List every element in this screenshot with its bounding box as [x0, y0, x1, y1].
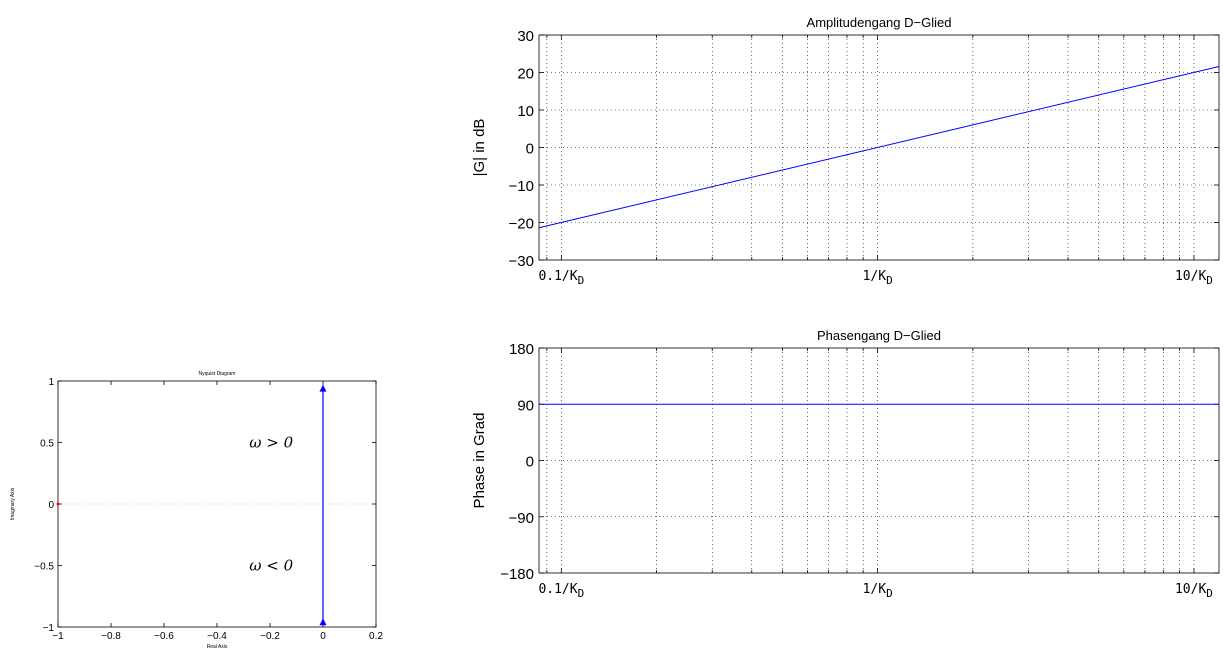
bode-xtick-label: 0.1/KD: [538, 582, 584, 600]
nyquist-xtick-label: −1: [52, 631, 64, 642]
nyquist-direction-arrow: [319, 384, 327, 392]
bode-xtick-label-base: 1/K: [863, 582, 887, 597]
nyquist-annotation: ω < 0: [249, 557, 293, 575]
bode-xtick-label-subscript: D: [1206, 274, 1213, 287]
nyquist-critical-point: [56, 502, 60, 506]
nyquist-ytick-label: −1: [43, 623, 55, 634]
bode-xtick-label-subscript: D: [578, 274, 585, 287]
bode-ytick-label: −180: [500, 566, 534, 583]
nyquist-xlabel: Real Axis: [207, 644, 228, 650]
bode-xtick-label-base: 10/K: [1175, 582, 1206, 597]
nyquist-ylabel: Imaginary Axis: [10, 487, 16, 520]
nyquist-title: Nyquist Diagram: [199, 371, 236, 377]
bode-ytick-label: 20: [517, 66, 534, 83]
bode-ytick-label: 90: [517, 397, 534, 414]
bode-ytick-label: 10: [517, 103, 534, 120]
nyquist-xtick-label: −0.4: [207, 631, 227, 642]
bode-plot-frame: [538, 34, 1220, 261]
nyquist-xtick-label: 0.2: [369, 631, 383, 642]
nyquist-panel: −1 −0.8 −0.6 −0.4 −0.2 0 0.2 −1 −0.5 0 0.5 1 ω > 0 ω …: [10, 371, 383, 650]
bode-xtick-label-subscript: D: [886, 587, 893, 600]
bode-ylabel: Phase in Grad: [471, 413, 488, 509]
nyquist-annotation: ω > 0: [249, 434, 293, 452]
nyquist-direction-arrow: [319, 618, 327, 626]
bode-xtick-label-base: 10/K: [1175, 269, 1206, 284]
nyquist-xtick-label: −0.8: [101, 631, 121, 642]
bode-xtick-label-base: 1/K: [863, 269, 887, 284]
bode-xtick-label: 10/KD: [1175, 582, 1213, 600]
bode-xtick-label: 1/KD: [863, 269, 893, 287]
bode-xtick-label-base: 0.1/K: [538, 582, 577, 597]
bode-series-line: [538, 66, 1220, 229]
nyquist-xtick-label: −0.2: [260, 631, 280, 642]
bode-xtick-label-subscript: D: [1206, 587, 1213, 600]
bode-ytick-label: 0: [526, 454, 534, 471]
bode-ytick-label: 30: [517, 28, 534, 45]
bode-xtick-label-subscript: D: [886, 274, 893, 287]
bode-title: Phasengang D−Glied: [817, 328, 941, 343]
bode-ylabel: |G| in dB: [471, 119, 488, 177]
bode-xtick-label: 1/KD: [863, 582, 893, 600]
bode-ytick-label: −20: [509, 216, 534, 233]
bode-ytick-label: −30: [509, 253, 534, 270]
bode-title: Amplitudengang D−Glied: [807, 15, 952, 30]
nyquist-ytick-label: 0.5: [40, 439, 54, 450]
bode-xtick-label: 10/KD: [1175, 269, 1213, 287]
bode-plot-frame: [538, 347, 1220, 574]
bode-xtick-label-base: 0.1/K: [538, 269, 577, 284]
nyquist-ytick-label: −0.5: [34, 562, 54, 573]
bode-xtick-label-subscript: D: [578, 587, 585, 600]
bode-ytick-label: 180: [509, 341, 534, 358]
nyquist-ytick-label: 1: [48, 377, 54, 388]
bode-ytick-label: 0: [526, 141, 534, 158]
bode-xtick-label: 0.1/KD: [538, 269, 584, 287]
nyquist-ytick-label: 0: [48, 500, 54, 511]
bode-ytick-label: −10: [509, 178, 534, 195]
nyquist-xtick-label: −0.6: [154, 631, 174, 642]
bode-ytick-label: −90: [509, 510, 534, 527]
nyquist-xtick-label: 0: [320, 631, 326, 642]
